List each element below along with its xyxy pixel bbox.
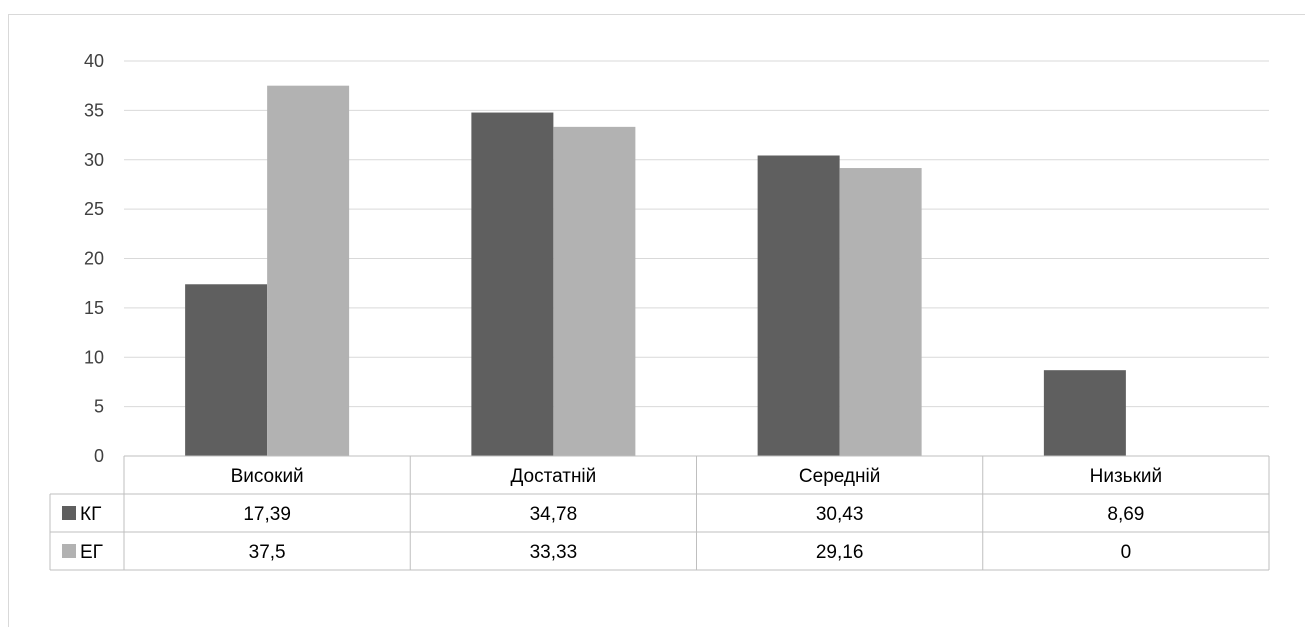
bar-kg-1 [471, 112, 554, 457]
legend-label: КГ [80, 504, 101, 525]
y-tick-label: 25 [84, 199, 104, 219]
table-value: 8,69 [1107, 504, 1144, 525]
chart-frame [8, 14, 1305, 627]
category-label: Високий [231, 466, 304, 487]
table-value: 29,16 [816, 542, 864, 563]
category-label: Достатній [510, 466, 596, 487]
bar-eg-2 [839, 168, 922, 457]
y-tick-label: 35 [84, 100, 104, 120]
y-tick-label: 0 [94, 446, 104, 466]
table-value: 33,33 [530, 542, 578, 563]
bar-kg-0 [185, 284, 268, 456]
table-value: 37,5 [249, 542, 286, 563]
legend-key-eg [62, 544, 76, 558]
bar-eg-0 [267, 85, 350, 456]
legend-key-kg [62, 506, 76, 520]
category-label: Низький [1090, 466, 1162, 487]
y-tick-label: 5 [94, 397, 104, 417]
y-tick-label: 10 [84, 347, 104, 367]
y-tick-label: 30 [84, 150, 104, 170]
table-value: 0 [1121, 542, 1132, 563]
table-value: 17,39 [243, 504, 291, 525]
category-label: Середній [799, 466, 880, 487]
table-value: 34,78 [530, 504, 578, 525]
bar-kg-3 [1043, 370, 1126, 456]
y-tick-label: 40 [84, 51, 104, 71]
legend-label: ЕГ [80, 542, 103, 563]
y-tick-label: 15 [84, 298, 104, 318]
bar-eg-1 [553, 126, 636, 457]
bar-kg-2 [757, 155, 840, 456]
table-value: 30,43 [816, 504, 864, 525]
y-tick-label: 20 [84, 249, 104, 269]
